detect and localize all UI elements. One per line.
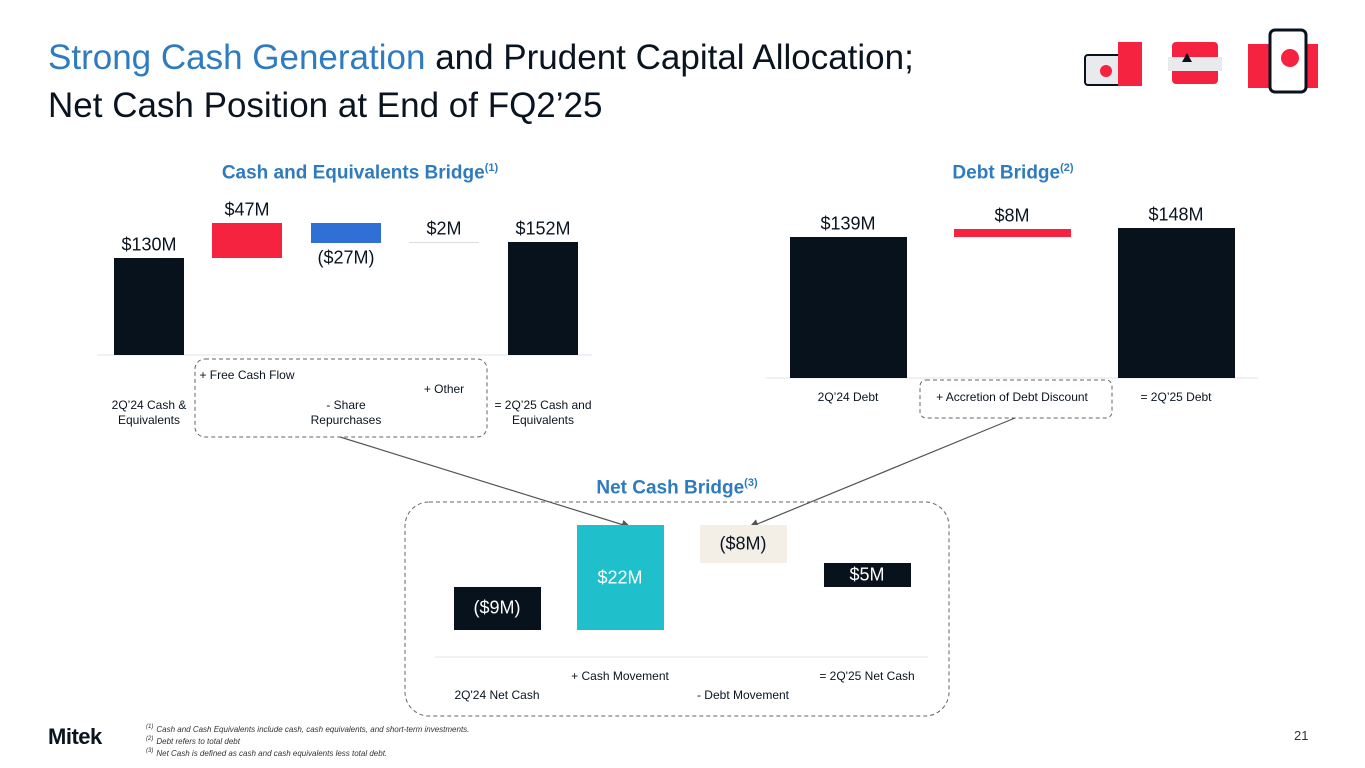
group-box bbox=[404, 501, 950, 717]
chart-note: (2) bbox=[1060, 162, 1074, 174]
value-label: $2M bbox=[426, 218, 462, 239]
value-label: $152M bbox=[515, 218, 571, 239]
footnote-marker: (2) bbox=[146, 736, 154, 742]
category-label: + Accretion of Debt Discount bbox=[936, 390, 1088, 404]
bar bbox=[212, 222, 282, 258]
chart-title: Net Cash Bridge(3) bbox=[596, 477, 757, 499]
footnote-text: Net Cash is defined as cash and cash equ… bbox=[156, 748, 388, 758]
bar bbox=[409, 241, 479, 244]
footnote-marker: (1) bbox=[146, 724, 154, 730]
footnote-text: Cash and Cash Equivalents include cash, … bbox=[156, 724, 470, 734]
footnote-text: Debt refers to total debt bbox=[156, 736, 240, 746]
title-text: Net Cash Position at End of FQ2’25 bbox=[48, 86, 603, 125]
bar bbox=[114, 258, 184, 355]
bar bbox=[823, 563, 911, 587]
category-label: = 2Q'25 Net Cash bbox=[819, 669, 915, 683]
icons bbox=[1084, 28, 1318, 94]
value-label: $8M bbox=[994, 205, 1030, 226]
chart-title-text: Debt Bridge bbox=[952, 162, 1061, 184]
category-label: - Share Repurchases bbox=[310, 398, 382, 427]
category-label: = 2Q’25 Cash and Equivalents bbox=[494, 398, 592, 427]
chart-title-text: Cash and Equivalents Bridge bbox=[221, 162, 485, 184]
bar bbox=[953, 228, 1071, 238]
value-label: $47M bbox=[224, 199, 270, 220]
value-label: $139M bbox=[820, 213, 876, 234]
value-label: ($27M) bbox=[317, 247, 375, 268]
category-label: + Free Cash Flow bbox=[199, 368, 295, 382]
bar bbox=[508, 241, 578, 355]
footnote: (2) Debt refers to total debt bbox=[146, 736, 240, 746]
category-label: 2Q'24 Net Cash bbox=[454, 688, 540, 702]
category-label: = 2Q’25 Debt bbox=[1140, 390, 1212, 404]
category-label: 2Q’24 Cash & Equivalents bbox=[111, 398, 187, 427]
value-label: $22M bbox=[597, 567, 643, 587]
value-label: $148M bbox=[1148, 204, 1204, 225]
slide-title: Strong Cash Generation and Prudent Capit… bbox=[48, 34, 914, 130]
value-label: $5M bbox=[849, 564, 885, 585]
chart-title: Debt Bridge(2) bbox=[952, 162, 1073, 184]
footnote-marker: (3) bbox=[146, 748, 154, 754]
category-label: 2Q’24 Debt bbox=[817, 390, 879, 404]
title-highlight: Strong Cash Generation bbox=[48, 38, 426, 77]
category-label: - Debt Movement bbox=[696, 688, 790, 702]
bar bbox=[789, 237, 907, 378]
category-label: + Cash Movement bbox=[571, 669, 669, 683]
bar bbox=[1117, 227, 1235, 378]
footnote: (1) Cash and Cash Equivalents include cas… bbox=[146, 724, 469, 734]
chart-note: (1) bbox=[484, 162, 499, 174]
page-number: 21 bbox=[1294, 728, 1309, 743]
arrow bbox=[748, 417, 1016, 529]
bar bbox=[576, 525, 664, 630]
chart-title: Cash and Equivalents Bridge(1) bbox=[222, 162, 498, 184]
chart-title-text: Net Cash Bridge bbox=[596, 477, 745, 499]
bar bbox=[699, 525, 787, 564]
chart-note: (3) bbox=[744, 477, 758, 489]
category-label: + Other bbox=[423, 382, 465, 396]
title-text: and Prudent Capital Allocation; bbox=[435, 38, 914, 77]
value-label: ($9M) bbox=[473, 597, 521, 618]
bar bbox=[453, 587, 541, 630]
arrow bbox=[339, 436, 632, 530]
bar bbox=[311, 222, 381, 244]
value-label: $130M bbox=[121, 234, 177, 255]
footnote: (3) Net Cash is defined as cash and cash … bbox=[146, 748, 387, 758]
logo: Mitek bbox=[48, 724, 102, 749]
value-label: ($8M) bbox=[719, 533, 767, 554]
